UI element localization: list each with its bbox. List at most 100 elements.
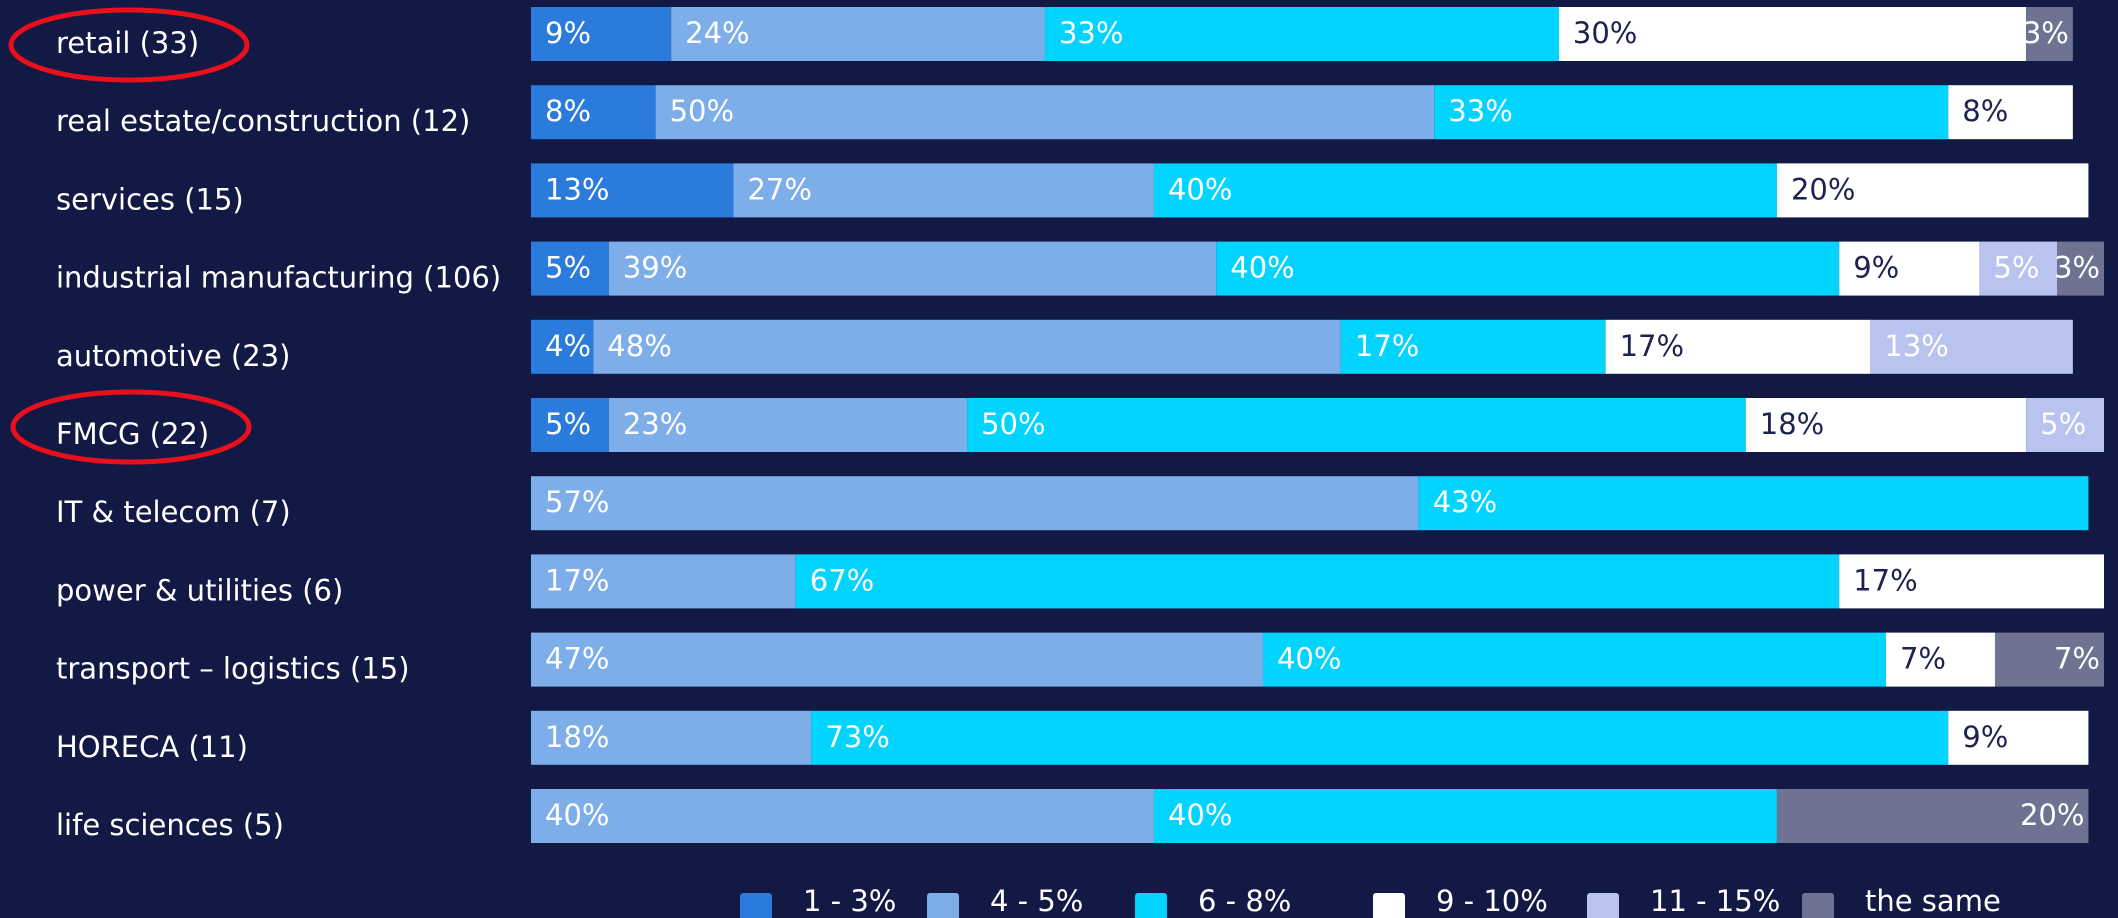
value-label: 73%	[825, 720, 889, 754]
legend-swatch	[740, 893, 772, 918]
bar-segment	[655, 85, 1435, 140]
value-label: 3%	[2054, 251, 2100, 285]
value-label: 5%	[545, 407, 591, 441]
value-label: 40%	[545, 798, 609, 832]
value-label: 4%	[545, 329, 591, 363]
bar-segment	[733, 163, 1154, 218]
bar-segment	[531, 319, 594, 374]
value-label: 18%	[1760, 407, 1824, 441]
value-label: 3%	[2023, 16, 2069, 50]
value-label: 24%	[685, 16, 749, 50]
category-label: transport – logistics (15)	[56, 652, 410, 686]
bar-segment	[593, 319, 1341, 374]
value-label: 17%	[1355, 329, 1419, 363]
bar-segment	[1153, 163, 1777, 218]
legend-swatch	[1802, 893, 1834, 918]
bar-segment	[1418, 476, 2089, 531]
value-label: 17%	[1620, 329, 1684, 363]
legend-label: 6 - 8%	[1198, 884, 1291, 918]
bar-segment	[1558, 7, 2027, 61]
value-label: 17%	[545, 563, 609, 597]
value-label: 5%	[1993, 251, 2039, 285]
bar-segment	[1776, 163, 2089, 218]
value-label: 33%	[1059, 16, 1123, 50]
value-label: 40%	[1168, 798, 1232, 832]
bar-segment	[531, 241, 609, 296]
bar-segment	[1044, 7, 1559, 61]
bar-segment	[1994, 632, 2104, 687]
legend-label: 11 - 15%	[1650, 884, 1780, 918]
legend-label: 4 - 5%	[990, 884, 1083, 918]
value-label: 5%	[2040, 407, 2086, 441]
bar-segment	[608, 241, 1217, 296]
bar-segment	[1885, 632, 1995, 687]
bar-segment	[2026, 7, 2073, 61]
category-label: IT & telecom (7)	[56, 495, 291, 529]
value-label: 20%	[2020, 798, 2084, 832]
bar-segment	[1839, 554, 2104, 609]
bar-segment	[795, 554, 1840, 609]
value-label: 40%	[1230, 251, 1294, 285]
category-label: power & utilities (6)	[56, 573, 343, 607]
category-label: automotive (23)	[56, 339, 290, 373]
value-label: 9%	[545, 16, 591, 50]
bar-segment	[1605, 319, 1871, 374]
value-label: 9%	[1853, 251, 1899, 285]
bar-segment	[1839, 241, 1980, 296]
value-label: 17%	[1853, 563, 1917, 597]
category-label: life sciences (5)	[56, 808, 284, 842]
value-label: 7%	[1900, 642, 1946, 676]
value-label: 30%	[1573, 16, 1637, 50]
bar-segment	[1948, 85, 2073, 140]
legend-swatch	[927, 893, 959, 918]
bar-segment	[531, 476, 1419, 531]
value-label: 40%	[1277, 642, 1341, 676]
category-label: FMCG (22)	[56, 417, 209, 451]
legend-label: the same	[1865, 884, 2001, 918]
category-label: industrial manufacturing (106)	[56, 261, 501, 295]
bar-segment	[1776, 789, 2089, 843]
bar-segment	[1153, 789, 1777, 843]
highlight-circle	[10, 389, 252, 465]
bar-segment	[1870, 319, 2073, 374]
category-label: services (15)	[56, 182, 244, 216]
highlight-circle	[8, 7, 250, 83]
bar-segment	[531, 7, 672, 61]
bar-segment	[531, 85, 656, 140]
bar-segment	[608, 398, 968, 452]
value-label: 47%	[545, 642, 609, 676]
bar-segment	[2026, 398, 2104, 452]
bar-segment	[1262, 632, 1886, 687]
value-label: 50%	[670, 94, 734, 128]
value-label: 33%	[1448, 94, 1512, 128]
value-label: 67%	[810, 563, 874, 597]
bar-segment	[1434, 85, 1949, 140]
bar-segment	[1745, 398, 2027, 452]
category-label: real estate/construction (12)	[56, 104, 470, 138]
bar-segment	[531, 163, 734, 218]
bar-segment	[531, 632, 1263, 687]
bar-segment	[967, 398, 1746, 452]
value-label: 8%	[1962, 94, 2008, 128]
value-label: 39%	[623, 251, 687, 285]
value-label: 50%	[981, 407, 1045, 441]
bar-segment	[1340, 319, 1606, 374]
value-label: 7%	[2054, 642, 2100, 676]
bar-segment	[531, 789, 1154, 843]
value-label: 43%	[1433, 485, 1497, 519]
bar-segment	[671, 7, 1045, 61]
value-label: 9%	[1962, 720, 2008, 754]
category-label: HORECA (11)	[56, 730, 248, 764]
value-label: 48%	[607, 329, 671, 363]
category-label: retail (33)	[56, 26, 199, 60]
bar-segment	[1979, 241, 2058, 296]
value-label: 8%	[545, 94, 591, 128]
value-label: 13%	[545, 172, 609, 206]
legend-swatch	[1587, 893, 1619, 918]
bar-segment	[1216, 241, 1840, 296]
legend-swatch	[1373, 893, 1405, 918]
bar-segment	[531, 398, 609, 452]
value-label: 23%	[623, 407, 687, 441]
value-label: 40%	[1168, 172, 1232, 206]
